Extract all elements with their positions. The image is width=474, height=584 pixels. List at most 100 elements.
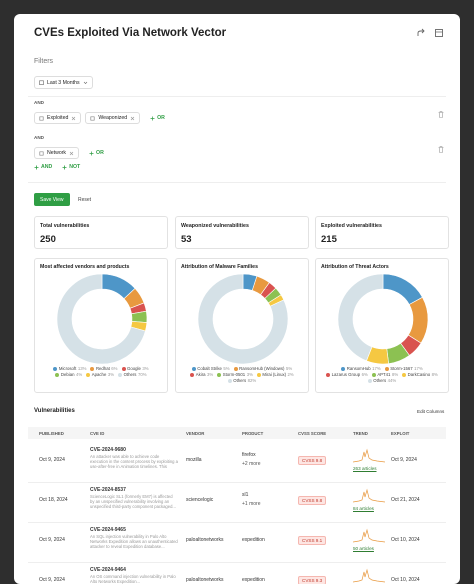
legend-dot [86,372,91,377]
time-range-dropdown[interactable]: Last 3 Months [34,76,93,89]
cvss-badge: CVSS 9.8 [298,456,327,465]
share-icon[interactable] [416,28,426,38]
cve-id[interactable]: CVE-2024-8537 [90,487,126,493]
filter-chip[interactable]: Weaponized [85,112,141,124]
chip-icon [39,150,44,156]
articles-link[interactable]: 84 articles [353,506,374,511]
add-or[interactable]: OR [150,115,165,121]
legend-value: 8% [391,372,399,377]
chart-title: Attribution of Malware Families [181,264,258,270]
remove-icon-shape [72,116,76,120]
filter-chip[interactable]: Network [34,147,80,159]
legend-dot [217,372,222,377]
product-more[interactable]: +1 more [242,501,261,507]
donut-segment [382,273,423,305]
legend-dot [256,372,261,377]
divider [28,182,446,183]
legend-name: Debian [60,372,75,377]
chip-text: Exploited [47,115,69,121]
stat-value: 215 [321,234,337,245]
column-header: PUBLISHED [39,431,64,436]
chip-icon [90,115,95,121]
reset-button[interactable]: Reset [78,196,92,203]
row-divider [28,482,446,483]
donut-segment [56,273,146,365]
plus-icon [89,151,94,155]
legend-dot [233,366,238,371]
legend-dot [384,366,389,371]
plus-icon [150,116,155,120]
delete-icon[interactable] [438,146,444,153]
legend-dot [227,378,232,383]
cvss-badge: CVSS 9.8 [298,496,327,505]
table-header [28,427,446,439]
remove-icon[interactable] [130,116,135,121]
legend-item: RansomHub (Windows) 5% [233,366,292,371]
legend-value: 5% [223,366,230,371]
donut-chart [56,273,148,365]
legend-value: 6% [361,372,368,377]
stat-label: Weaponized vulnerabilities [181,223,249,229]
donut-segment [337,273,384,362]
legend-name: Redhat [95,366,110,371]
product: firefox [242,452,256,458]
legend-name: Apache [91,372,107,377]
layout-icon[interactable] [434,28,444,38]
legend-dot [118,372,123,377]
legend-value: 70% [137,372,147,377]
legend-name: DarkCasino [407,372,431,377]
articles-link[interactable]: 263 articles [353,466,377,471]
save-view-button[interactable]: Save View [34,193,70,206]
vendor: mozilla [186,457,202,463]
column-header: VENDOR [186,431,205,436]
legend-item: Mirai (Linux) 2% [256,372,294,377]
published-date: Oct 18, 2024 [39,497,68,503]
time-range-text: Last 3 Months [47,79,80,86]
add-and[interactable]: AND [34,164,52,170]
legend-item: Google 3% [121,366,149,371]
chart-card: Most affected vendors and products Micros… [34,258,168,393]
legend-value: 44% [387,378,397,383]
filters-label: Filters [34,58,54,65]
legend-value: 13% [77,366,87,371]
published-date: Oct 9, 2024 [39,577,65,583]
published-date: Oct 9, 2024 [39,457,65,463]
chart-title: Attribution of Threat Actors [321,264,389,270]
legend: Microsoft 13% Redhat 6% Google 3% Debian 4% Apac… [39,366,163,377]
main-card: CVEs Exploited Via Network Vector Filter… [14,14,460,584]
cvss-badge: CVSS 9.1 [298,536,327,545]
legend-value: 6% [111,366,118,371]
legend-item: DarkCasino 8% [402,372,438,377]
legend-value: 3% [246,372,253,377]
chip-text: Network [47,150,67,156]
chart-card: Attribution of Threat Actors RansomHub 17%… [315,258,449,393]
remove-icon[interactable] [69,151,74,156]
trend-sparkline [353,568,386,583]
chip-icon-shape [90,115,95,121]
product-more[interactable]: +2 more [242,461,261,467]
cve-id[interactable]: CVE-2024-9680 [90,447,126,453]
add-not[interactable]: NOT [62,164,80,170]
edit-columns[interactable]: Edit Columns [417,409,445,414]
plus-icon-shape [89,151,94,155]
legend-value: 3% [207,372,214,377]
legend-item: Cobalt Strike 5% [191,366,230,371]
filter-chip[interactable]: Exploited [34,112,82,124]
legend-item: Lazarus Group 6% [326,372,368,377]
legend-value: 2% [287,372,294,377]
delete-icon[interactable] [438,111,444,118]
filter-row: Network OR [34,147,104,159]
remove-icon[interactable] [71,116,76,121]
legend-item: Others 44% [367,378,397,383]
articles-link[interactable]: 50 articles [353,546,374,551]
donut-chart [337,273,429,365]
column-header: CVSS SCORE [298,431,327,436]
product: sl1 [242,492,249,498]
chart-title: Most affected vendors and products [40,264,130,270]
chip-text: Weaponized [98,115,128,121]
legend-dot [55,372,60,377]
legend-item: Storm-0501 3% [217,372,253,377]
add-or[interactable]: OR [89,150,104,156]
cve-id[interactable]: CVE-2024-9465 [90,527,126,533]
cve-id[interactable]: CVE-2024-9464 [90,567,126,573]
